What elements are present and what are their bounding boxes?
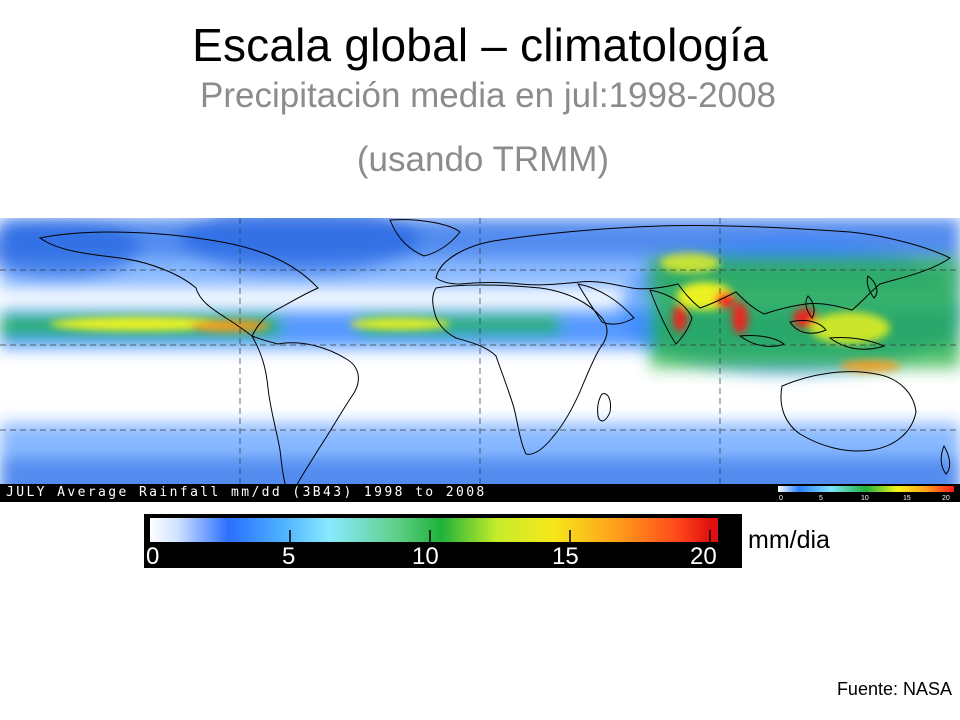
- mini-tick-0: 0: [779, 495, 783, 502]
- mini-tick-15: 15: [903, 495, 911, 502]
- mini-color-scale: 0 5 10 15 20: [778, 486, 954, 502]
- mini-tick-10: 10: [861, 495, 869, 502]
- map-caption: JULY Average Rainfall mm/dd (3B43) 1998 …: [6, 485, 487, 500]
- slide-title: Escala global – climatología: [192, 19, 768, 71]
- mini-tick-20: 20: [942, 495, 950, 502]
- legend-tick-10: 10: [412, 543, 439, 568]
- mini-tick-5: 5: [819, 495, 823, 502]
- legend-tick-0: 0: [146, 543, 159, 568]
- rain-cores: [50, 253, 900, 372]
- coastlines: [38, 219, 951, 500]
- legend-tick-5: 5: [282, 543, 295, 568]
- map-grid: [0, 218, 960, 484]
- rainfall-map: JULY Average Rainfall mm/dd (3B43) 1998 …: [0, 218, 960, 502]
- slide-subtitle-line2: (usando TRMM): [356, 140, 610, 179]
- legend-unit-label: mm/dia: [748, 526, 830, 554]
- color-legend-graphic: 0 5 10 15 20: [146, 518, 718, 570]
- source-credit: Fuente: NASA: [836, 679, 952, 699]
- slide-subtitle: Precipitación media en jul:1998-2008: [200, 76, 776, 115]
- color-legend: 0 5 10 15 20: [144, 514, 742, 570]
- rainfall-map-graphic: [0, 218, 960, 502]
- legend-tick-15: 15: [552, 543, 579, 568]
- legend-tick-20: 20: [690, 543, 717, 568]
- map-caption-bar: JULY Average Rainfall mm/dd (3B43) 1998 …: [0, 484, 960, 502]
